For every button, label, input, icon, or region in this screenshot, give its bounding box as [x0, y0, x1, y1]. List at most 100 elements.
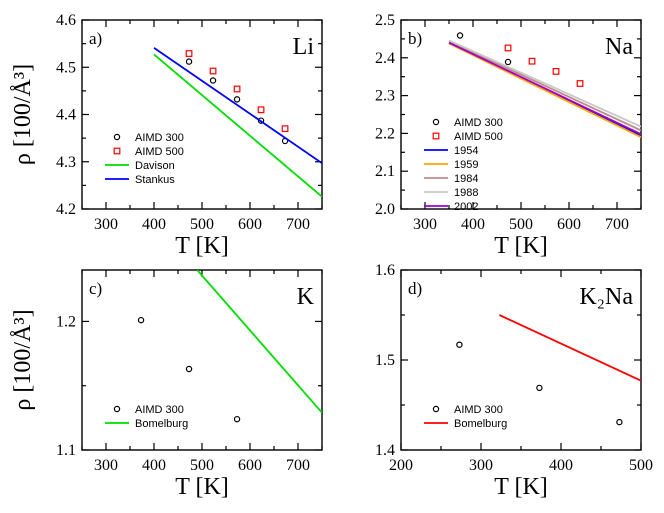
x-tick-label: 700	[286, 457, 310, 474]
series-line-1984	[448, 40, 641, 132]
legend-swatch-circle	[432, 405, 440, 413]
x-tick-label: 500	[190, 457, 214, 474]
y-tick-label: 2.2	[375, 125, 395, 142]
legend: AIMD 300 Bomelburg	[424, 404, 507, 430]
legend-entry: AIMD 500	[135, 146, 184, 158]
series-line-stankus	[153, 47, 322, 164]
x-axis-label: T [K]	[494, 474, 548, 500]
y-tick-label: 1.6	[375, 262, 395, 279]
data-point-circle	[257, 117, 265, 124]
y-tick-label: 4.6	[56, 12, 76, 29]
series-line-bomelburg	[499, 314, 641, 382]
x-tick-label: 300	[94, 457, 118, 474]
legend-swatch-square	[432, 132, 440, 140]
element-label: K	[297, 284, 315, 310]
x-tick-label: 500	[509, 216, 533, 233]
legend-entry: 1988	[454, 187, 478, 199]
data-point-circle	[209, 77, 217, 84]
y-tick-label: 1.4	[375, 442, 395, 459]
plot-area	[153, 47, 322, 198]
x-tick-label: 500	[190, 216, 214, 233]
y-tick-label: 4.2	[56, 201, 76, 218]
element-label: K₂Na	[579, 284, 633, 310]
x-tick-label: 600	[238, 216, 262, 233]
panel-label: d)	[408, 279, 422, 298]
legend-swatch-square	[113, 147, 121, 155]
chart-panel-2: 300 400 500 600 700 2.0 2.1 2.2 2.3 2.4 2.5 b) Na T […	[375, 12, 642, 259]
y-tick-label: 2.3	[375, 88, 395, 105]
data-point-square	[528, 57, 536, 65]
legend-entry: 1959	[454, 159, 478, 171]
data-point-circle	[233, 415, 241, 423]
legend-entry: Stankus	[135, 174, 175, 186]
legend-swatch-circle	[113, 405, 121, 413]
chart-panel-1: 300 400 500 600 700 4.2 4.3 4.4 4.5 4.6 a) Li T [K] ρ…	[10, 12, 323, 259]
data-point-circle	[185, 58, 193, 65]
y-tick-label: 4.3	[56, 154, 76, 171]
legend-entry: 1954	[454, 145, 478, 157]
x-axis-label: T [K]	[175, 233, 229, 259]
y-axis-label: ρ [100/Å³]	[10, 309, 36, 410]
legend-entry: AIMD 300	[454, 117, 503, 129]
legend-swatch-circle	[432, 118, 440, 126]
legend-entry: AIMD 300	[135, 132, 184, 144]
x-tick-label: 600	[238, 457, 262, 474]
y-tick-label: 4.5	[56, 59, 76, 76]
legend: AIMD 300 Bomelburg	[105, 404, 188, 430]
x-tick-label: 400	[461, 216, 485, 233]
element-label: Li	[293, 34, 315, 60]
x-tick-label: 400	[142, 216, 166, 233]
y-tick-label: 2.5	[375, 12, 395, 29]
x-tick-label: 400	[142, 457, 166, 474]
chart-panel-4: 200 300 400 500 1.4 1.5 1.6 d) K₂Na T [K] AIMD 300…	[375, 262, 653, 500]
plot-area	[448, 32, 641, 138]
plot-area	[137, 270, 322, 423]
data-point-circle	[456, 32, 464, 39]
legend-entry: AIMD 500	[454, 131, 503, 143]
data-point-square	[576, 80, 584, 87]
y-tick-label: 4.4	[56, 107, 76, 124]
legend-entry: AIMD 300	[454, 404, 503, 416]
x-tick-label: 300	[469, 457, 493, 474]
data-point-square	[185, 50, 193, 57]
y-tick-label: 2.1	[375, 163, 395, 180]
data-point-circle	[536, 384, 543, 392]
legend-entry: Bomelburg	[135, 418, 188, 430]
data-point-square	[552, 68, 560, 75]
series-line-2002	[448, 41, 641, 135]
x-tick-label: 600	[557, 216, 581, 233]
x-axis-label: T [K]	[494, 233, 548, 259]
x-tick-label: 700	[605, 216, 629, 233]
y-axis-label: ρ [100/Å³]	[10, 64, 36, 165]
y-tick-label: 1.1	[56, 442, 76, 459]
y-tick-label: 1.2	[56, 313, 76, 330]
x-tick-label: 200	[389, 457, 413, 474]
data-point-square	[209, 67, 217, 75]
legend-entry: AIMD 300	[135, 404, 184, 416]
legend-swatch-circle	[113, 133, 121, 141]
data-point-circle	[137, 316, 145, 324]
series-line-1988	[448, 39, 641, 128]
data-point-square	[281, 125, 289, 133]
data-point-circle	[616, 418, 623, 426]
legend-entry: Davison	[135, 160, 175, 172]
data-point-circle	[185, 365, 193, 373]
plot-frame	[81, 19, 323, 210]
panel-label: a)	[89, 29, 102, 48]
y-tick-label: 1.5	[375, 352, 395, 369]
data-point-square	[257, 106, 265, 114]
data-point-circle	[233, 96, 241, 103]
legend-entry: 2002	[454, 201, 478, 213]
legend: AIMD 300 AIMD 500 1954 1959 1984 1988 2002	[424, 117, 503, 213]
data-point-square	[504, 44, 512, 52]
legend-entry: Bomelburg	[454, 418, 507, 430]
chart-panel-3: 300 400 500 600 700 1.1 1.2 c) K T [K] ρ [100/Å³] A…	[10, 269, 323, 500]
legend: AIMD 300 AIMD 500 Davison Stankus	[105, 132, 184, 186]
x-tick-label: 400	[549, 457, 573, 474]
data-point-square	[233, 85, 241, 93]
series-line-davison	[153, 53, 322, 198]
plot-area	[456, 314, 641, 426]
y-tick-label: 2.4	[375, 50, 395, 67]
panel-label: c)	[89, 279, 102, 298]
